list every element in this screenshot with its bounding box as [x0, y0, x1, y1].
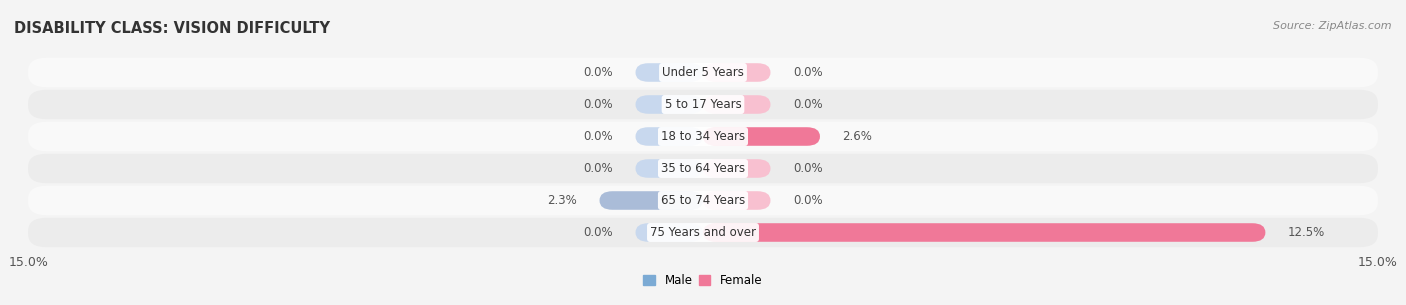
FancyBboxPatch shape	[703, 223, 1265, 242]
Text: 0.0%: 0.0%	[793, 194, 823, 207]
FancyBboxPatch shape	[636, 63, 703, 82]
FancyBboxPatch shape	[703, 191, 770, 210]
Text: 35 to 64 Years: 35 to 64 Years	[661, 162, 745, 175]
Text: 65 to 74 Years: 65 to 74 Years	[661, 194, 745, 207]
FancyBboxPatch shape	[28, 186, 1378, 215]
FancyBboxPatch shape	[703, 159, 770, 178]
FancyBboxPatch shape	[636, 159, 703, 178]
Text: 75 Years and over: 75 Years and over	[650, 226, 756, 239]
FancyBboxPatch shape	[703, 95, 770, 114]
Text: 0.0%: 0.0%	[583, 66, 613, 79]
Text: 0.0%: 0.0%	[793, 162, 823, 175]
FancyBboxPatch shape	[636, 223, 703, 242]
Text: 0.0%: 0.0%	[793, 98, 823, 111]
Text: 0.0%: 0.0%	[583, 226, 613, 239]
Text: 2.6%: 2.6%	[842, 130, 872, 143]
FancyBboxPatch shape	[703, 63, 770, 82]
Text: 0.0%: 0.0%	[583, 162, 613, 175]
FancyBboxPatch shape	[28, 154, 1378, 183]
FancyBboxPatch shape	[636, 95, 703, 114]
Text: 2.3%: 2.3%	[547, 194, 576, 207]
FancyBboxPatch shape	[636, 127, 703, 146]
FancyBboxPatch shape	[703, 127, 820, 146]
FancyBboxPatch shape	[599, 191, 703, 210]
Text: Source: ZipAtlas.com: Source: ZipAtlas.com	[1274, 21, 1392, 31]
Text: DISABILITY CLASS: VISION DIFFICULTY: DISABILITY CLASS: VISION DIFFICULTY	[14, 21, 330, 36]
Legend: Male, Female: Male, Female	[644, 274, 762, 287]
FancyBboxPatch shape	[28, 58, 1378, 87]
Text: 0.0%: 0.0%	[583, 130, 613, 143]
Text: 12.5%: 12.5%	[1288, 226, 1324, 239]
Text: 5 to 17 Years: 5 to 17 Years	[665, 98, 741, 111]
Text: 0.0%: 0.0%	[793, 66, 823, 79]
Text: 18 to 34 Years: 18 to 34 Years	[661, 130, 745, 143]
FancyBboxPatch shape	[28, 218, 1378, 247]
Text: 0.0%: 0.0%	[583, 98, 613, 111]
Text: Under 5 Years: Under 5 Years	[662, 66, 744, 79]
FancyBboxPatch shape	[28, 90, 1378, 119]
FancyBboxPatch shape	[28, 122, 1378, 151]
